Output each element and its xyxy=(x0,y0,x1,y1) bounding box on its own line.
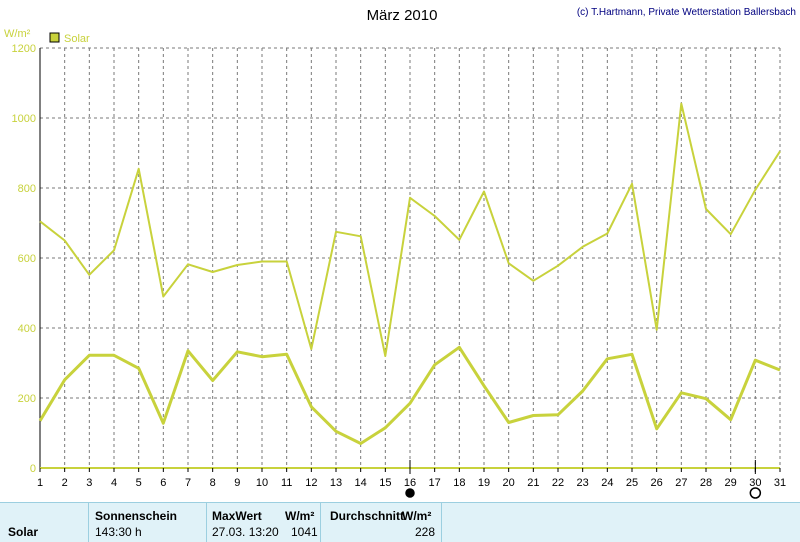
grid xyxy=(40,47,781,468)
x-tick-label: 6 xyxy=(160,477,166,489)
max-datetime: 27.03. 13:20 xyxy=(212,525,279,539)
x-tick-label: 16 xyxy=(404,477,416,489)
y-tick-label: 0 xyxy=(30,463,36,475)
summary-row-label: Solar xyxy=(8,525,39,539)
average-header: Durchschnitt xyxy=(330,509,405,523)
x-tick-label: 8 xyxy=(210,477,216,489)
sunshine-value: 143:30 h xyxy=(95,525,142,539)
moon-markers xyxy=(405,460,762,499)
x-tick-label: 7 xyxy=(185,477,191,489)
legend: Solar xyxy=(49,32,90,45)
chart-title: März 2010 xyxy=(367,7,438,24)
max-cell: MaxWert W/m² 27.03. 13:20 1041 xyxy=(207,503,321,542)
x-tick-label: 25 xyxy=(626,477,638,489)
x-tick-label: 15 xyxy=(379,477,391,489)
y-tick-label: 1200 xyxy=(12,43,36,55)
summary-panel: Solar Sonnenschein 143:30 h MaxWert W/m²… xyxy=(0,502,800,542)
x-tick-label: 29 xyxy=(725,477,737,489)
x-tick-label: 9 xyxy=(234,477,240,489)
x-tick-label: 26 xyxy=(651,477,663,489)
average-unit: W/m² xyxy=(402,509,432,523)
x-tick-label: 3 xyxy=(86,477,92,489)
x-tick-label: 30 xyxy=(749,477,761,489)
new-moon-icon xyxy=(405,488,415,498)
x-tick-label: 23 xyxy=(577,477,589,489)
x-tick-label: 4 xyxy=(111,477,117,489)
x-tick-label: 27 xyxy=(675,477,687,489)
x-tick-label: 19 xyxy=(478,477,490,489)
x-tick-label: 12 xyxy=(305,477,317,489)
series-line-average xyxy=(38,345,781,445)
average-cell: Durchschnitt W/m² 228 xyxy=(321,503,442,542)
y-tick-label: 600 xyxy=(18,253,36,265)
y-axis-unit: W/m² xyxy=(4,28,31,40)
max-header: MaxWert xyxy=(212,509,262,523)
legend-swatch-solar xyxy=(49,32,60,43)
x-tick-label: 10 xyxy=(256,477,268,489)
y-tick-label: 800 xyxy=(18,183,36,195)
x-tick-label: 18 xyxy=(453,477,465,489)
x-tick-label: 13 xyxy=(330,477,342,489)
sunshine-header: Sonnenschein xyxy=(95,509,178,523)
x-tick-label: 28 xyxy=(700,477,712,489)
x-tick-label: 11 xyxy=(281,477,292,489)
x-tick-label: 20 xyxy=(503,477,515,489)
x-tick-label: 31 xyxy=(774,477,786,489)
x-tick-label: 24 xyxy=(601,477,613,489)
full-moon-icon xyxy=(749,487,762,499)
x-tick-label: 14 xyxy=(355,477,367,489)
series-layer xyxy=(38,102,781,445)
max-unit: W/m² xyxy=(285,509,315,523)
average-value: 228 xyxy=(415,525,436,539)
legend-label-solar: Solar xyxy=(64,33,90,45)
sunshine-cell: Sonnenschein 143:30 h xyxy=(89,503,207,542)
max-value: 1041 xyxy=(291,525,318,539)
y-tick-label: 1000 xyxy=(12,113,36,125)
y-tick-label: 200 xyxy=(18,393,36,405)
x-tick-label: 21 xyxy=(527,477,539,489)
series-line-max xyxy=(39,102,781,357)
x-tick-label: 5 xyxy=(136,477,142,489)
x-tick-label: 22 xyxy=(552,477,564,489)
x-tick-label: 1 xyxy=(37,477,43,489)
summary-row-label-cell: Solar xyxy=(0,503,89,542)
x-tick-label: 17 xyxy=(429,477,441,489)
x-tick-label: 2 xyxy=(62,477,68,489)
copyright-credit: (c) T.Hartmann, Private Wetterstation Ba… xyxy=(577,7,796,18)
y-tick-label: 400 xyxy=(18,323,36,335)
